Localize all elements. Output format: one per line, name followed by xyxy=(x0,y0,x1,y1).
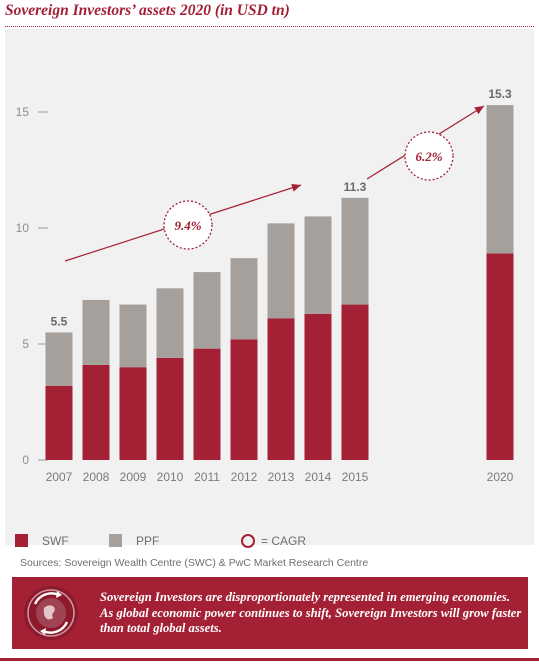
bottom-divider xyxy=(0,658,539,661)
bar-ppf-2020 xyxy=(486,105,514,254)
bar-swf-2007 xyxy=(45,385,73,460)
stacked-bar-chart: 0 5 10 15 2007 2008 2009 2010 2011 2012 2013 2014 20… xyxy=(16,87,514,484)
y-tick-label: 0 xyxy=(22,453,29,467)
chart-title: Sovereign Investors’ assets 2020 (in USD… xyxy=(5,2,290,19)
source-note: Sources: Sovereign Wealth Centre (SWC) &… xyxy=(20,557,369,569)
bar-ppf-2009 xyxy=(119,304,147,368)
bar-swf-2015 xyxy=(341,304,369,460)
x-tick-label: 2020 xyxy=(487,470,514,484)
cagr-arrow-head-2 xyxy=(474,106,484,115)
x-tick-label: 2008 xyxy=(83,470,110,484)
y-tick-label: 10 xyxy=(16,221,30,235)
x-tick-label: 2007 xyxy=(46,470,73,484)
x-tick-label: 2009 xyxy=(120,470,147,484)
total-label-2020: 15.3 xyxy=(488,87,512,101)
total-label-2007: 5.5 xyxy=(51,314,68,328)
bar-ppf-2007 xyxy=(45,332,73,386)
bar-swf-2012 xyxy=(230,339,258,460)
y-tick-label: 15 xyxy=(16,105,30,119)
bar-swf-2011 xyxy=(193,348,221,460)
x-tick-label: 2014 xyxy=(305,470,332,484)
bar-ppf-2010 xyxy=(156,288,184,358)
bar-ppf-2015 xyxy=(341,197,369,305)
x-tick-label: 2010 xyxy=(157,470,184,484)
bar-swf-2010 xyxy=(156,357,184,460)
legend-label-swf: SWF xyxy=(42,534,69,548)
bar-swf-2020 xyxy=(486,253,514,460)
y-tick-label: 5 xyxy=(22,337,29,351)
swf-swatch xyxy=(15,534,28,547)
chart-panel: 0 5 10 15 2007 2008 2009 2010 2011 2012 2013 2014 20… xyxy=(5,29,534,569)
bar-swf-2009 xyxy=(119,367,147,460)
total-label-2015: 11.3 xyxy=(344,180,367,194)
x-tick-label: 2011 xyxy=(194,470,220,484)
bar-ppf-2012 xyxy=(230,258,258,340)
x-tick-label: 2012 xyxy=(231,470,258,484)
callout-box: Sovereign Investors are disproportionate… xyxy=(12,577,528,649)
globe-cycle-icon xyxy=(22,584,80,642)
bar-ppf-2008 xyxy=(82,299,110,365)
bar-ppf-2013 xyxy=(267,223,295,319)
cagr-label-1: 9.4% xyxy=(174,218,201,233)
bar-ppf-2011 xyxy=(193,272,221,349)
bar-swf-2014 xyxy=(304,313,332,460)
bar-ppf-2014 xyxy=(304,216,332,314)
cagr-bubble-2 xyxy=(404,131,454,181)
cagr-ring-icon xyxy=(241,534,255,548)
x-tick-label: 2015 xyxy=(342,470,369,484)
legend-label-ppf: PPF xyxy=(136,534,160,548)
bar-swf-2008 xyxy=(82,364,110,460)
cagr-label-2: 6.2% xyxy=(415,149,442,164)
x-tick-label: 2013 xyxy=(268,470,295,484)
cagr-arrow-head-1 xyxy=(291,183,301,192)
bar-swf-2013 xyxy=(267,318,295,460)
cagr-bubble-1 xyxy=(163,200,213,250)
title-divider xyxy=(5,26,534,27)
callout-text: Sovereign Investors are disproportionate… xyxy=(100,590,522,635)
ppf-swatch xyxy=(109,534,122,547)
legend-label-cagr: = CAGR xyxy=(261,534,307,548)
